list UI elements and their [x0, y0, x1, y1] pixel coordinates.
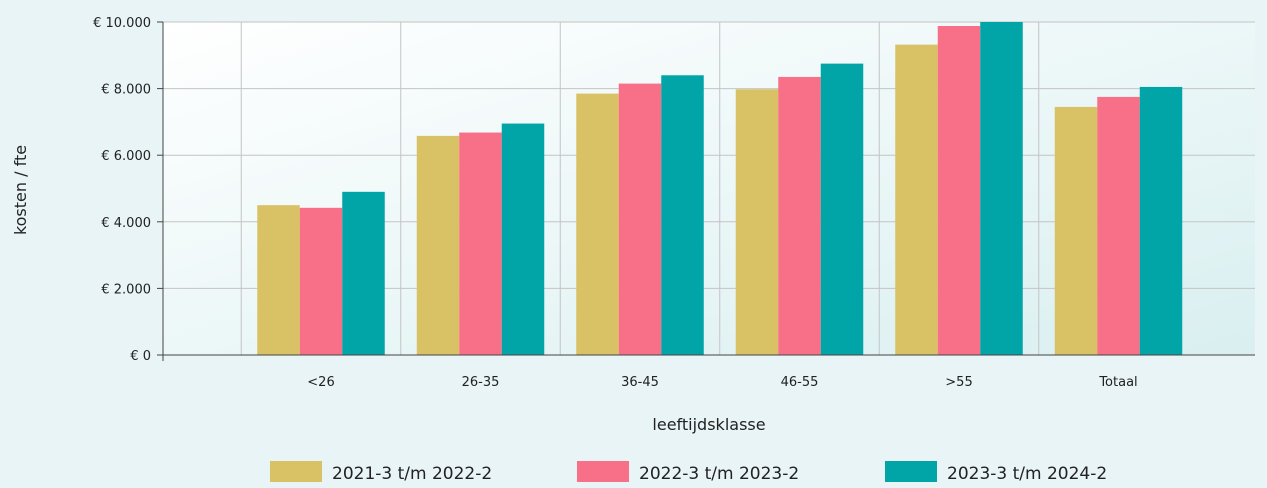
- y-tick-label: € 4.000: [101, 216, 151, 231]
- grid-lines: [163, 21, 1255, 355]
- x-tick-label: 36-45: [621, 375, 659, 390]
- x-axis-label: leeftijdsklasse: [652, 415, 765, 434]
- x-tick-label: 26-35: [462, 375, 500, 390]
- bar: [1097, 96, 1140, 356]
- legend-label: 2022-3 t/m 2023-2: [639, 464, 799, 484]
- bar: [895, 44, 938, 355]
- y-tick-label: € 6.000: [101, 149, 151, 164]
- legend-label: 2023-3 t/m 2024-2: [947, 464, 1107, 484]
- legend-label: 2021-3 t/m 2022-2: [332, 464, 492, 484]
- bar: [735, 89, 779, 356]
- x-tick-label: Totaal: [1098, 375, 1137, 390]
- y-tick-label: € 8.000: [101, 83, 151, 98]
- bar: [416, 135, 460, 355]
- y-axis-label: kosten / fte: [11, 145, 30, 235]
- bar: [661, 75, 704, 355]
- bar: [937, 25, 981, 355]
- bar: [576, 93, 619, 355]
- x-tick-label: <26: [307, 375, 334, 390]
- y-tick-label: € 0: [130, 349, 151, 364]
- x-tick-label: >55: [945, 375, 972, 390]
- legend-swatch: [577, 461, 629, 482]
- bar: [459, 132, 502, 355]
- legend: 2021-3 t/m 2022-2 2022-3 t/m 2023-2 2023-3…: [270, 461, 1107, 484]
- legend-swatch: [885, 461, 937, 482]
- bar: [342, 191, 385, 355]
- y-tick-label: € 2.000: [101, 282, 151, 297]
- bar: [778, 76, 821, 355]
- bar: [1139, 86, 1183, 355]
- bar: [257, 205, 300, 355]
- bar: [299, 207, 343, 355]
- x-tick-label: 46-55: [781, 375, 819, 390]
- bar: [1054, 106, 1098, 355]
- bar: [980, 22, 1023, 355]
- bar: [501, 123, 545, 355]
- legend-swatch: [270, 461, 322, 482]
- bars: [257, 22, 1183, 356]
- bar: [618, 83, 662, 355]
- axes: € 0 € 2.000 € 4.000 € 6.000 € 8.000 € 10.000 <…: [93, 16, 1255, 390]
- bar: [820, 63, 864, 355]
- y-tick-label: € 10.000: [93, 16, 151, 31]
